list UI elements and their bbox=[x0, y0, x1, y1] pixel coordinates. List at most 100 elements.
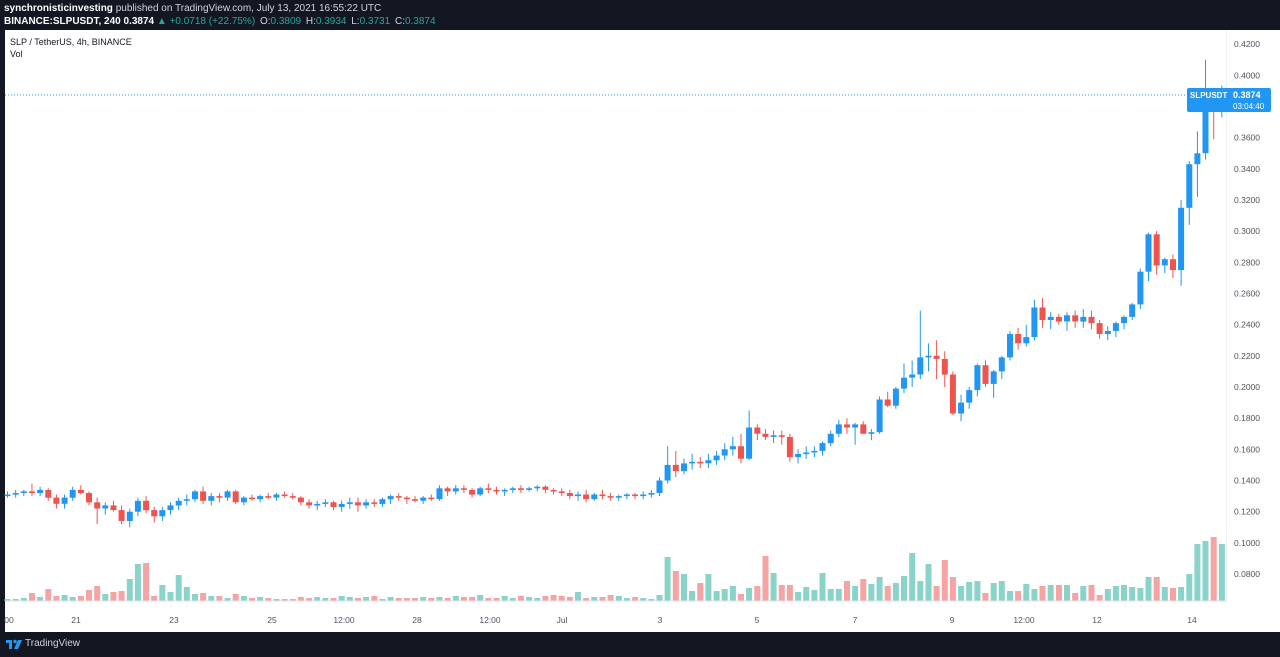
candle bbox=[94, 497, 101, 525]
volume-bar bbox=[126, 579, 133, 601]
candle bbox=[1015, 327, 1022, 350]
candle-body bbox=[1194, 153, 1201, 165]
candle bbox=[143, 496, 150, 514]
candle-body bbox=[289, 496, 296, 498]
volume-bar bbox=[1055, 585, 1062, 601]
candle bbox=[917, 310, 924, 380]
candle bbox=[452, 485, 459, 495]
price-axis[interactable] bbox=[1227, 30, 1280, 632]
candle-body bbox=[29, 491, 35, 493]
candle-body bbox=[689, 461, 696, 464]
chart-legend-title: SLP / TetherUS, 4h, BINANCE bbox=[10, 37, 132, 47]
candle bbox=[1007, 330, 1013, 361]
volume-bar bbox=[265, 598, 272, 601]
price-axis-label: 0.2400 bbox=[1234, 320, 1260, 330]
candle bbox=[762, 429, 769, 440]
volume-bar bbox=[656, 595, 663, 601]
price-axis-label: 0.3200 bbox=[1234, 195, 1260, 205]
volume-bar bbox=[892, 583, 899, 601]
candle bbox=[134, 497, 141, 517]
candle-body bbox=[175, 500, 182, 506]
candle-body bbox=[583, 494, 590, 500]
candle bbox=[1129, 302, 1136, 320]
candlestick-chart[interactable]: 0.44000.42000.40000.38000.36000.34000.32… bbox=[0, 30, 1280, 632]
volume-bar bbox=[672, 571, 679, 601]
candle bbox=[591, 493, 598, 501]
volume-bar bbox=[208, 596, 215, 601]
volume-bar bbox=[868, 584, 875, 601]
time-axis-label: 28 bbox=[412, 615, 422, 625]
candle bbox=[550, 488, 557, 495]
candle bbox=[1170, 254, 1176, 278]
candle-body bbox=[575, 494, 581, 497]
candle bbox=[778, 430, 785, 445]
candle bbox=[542, 485, 549, 493]
volume-bar bbox=[289, 599, 296, 601]
candle bbox=[297, 496, 304, 506]
volume-bar bbox=[257, 597, 264, 601]
candle bbox=[770, 430, 777, 444]
volume-bar bbox=[273, 599, 280, 601]
volume-bar bbox=[110, 592, 117, 601]
volume-bar bbox=[86, 590, 92, 601]
candle-body bbox=[1178, 207, 1185, 271]
footer: TradingView bbox=[0, 632, 1280, 657]
volume-bar bbox=[216, 596, 223, 601]
volume-bar bbox=[69, 597, 76, 601]
price-axis-label: 0.1000 bbox=[1234, 538, 1260, 548]
candle bbox=[672, 450, 679, 478]
candle-body bbox=[648, 493, 655, 495]
candle-body bbox=[1186, 164, 1193, 208]
volume-bar bbox=[941, 560, 948, 601]
volume-bar bbox=[575, 592, 581, 601]
candle bbox=[526, 486, 533, 492]
volume-bar bbox=[412, 598, 418, 601]
candle bbox=[1178, 200, 1185, 286]
candle bbox=[192, 489, 198, 503]
candle bbox=[354, 497, 361, 512]
candle-body bbox=[330, 502, 337, 507]
candle-body bbox=[1153, 234, 1160, 266]
candle bbox=[1153, 231, 1160, 275]
time-axis-label: 21 bbox=[71, 615, 81, 625]
volume-bar bbox=[518, 596, 524, 601]
candle-body bbox=[607, 496, 614, 498]
candle-body bbox=[892, 388, 899, 406]
candle-body bbox=[428, 497, 435, 500]
volume-bar bbox=[4, 599, 11, 601]
volume-bar bbox=[1088, 585, 1095, 601]
candle-body bbox=[1088, 316, 1095, 324]
volume-bar bbox=[1121, 585, 1127, 601]
volume-bar bbox=[925, 564, 932, 601]
volume-bar bbox=[909, 553, 916, 601]
volume-bar bbox=[1153, 577, 1160, 601]
price-tag-symbol: SLPUSDT bbox=[1190, 91, 1227, 100]
candle-body bbox=[477, 488, 484, 495]
candle bbox=[387, 494, 394, 504]
volume-bar bbox=[338, 596, 345, 601]
volume-bar bbox=[1047, 585, 1054, 601]
candle bbox=[477, 486, 484, 497]
volume-bar bbox=[713, 591, 720, 601]
tradingview-brand[interactable]: TradingView bbox=[25, 638, 81, 649]
candle-body bbox=[1104, 330, 1111, 334]
volume-bar bbox=[192, 594, 198, 601]
candle bbox=[232, 489, 239, 504]
candle bbox=[974, 363, 981, 397]
time-axis[interactable] bbox=[5, 602, 1227, 632]
candle bbox=[249, 494, 255, 501]
volume-bar bbox=[982, 593, 989, 601]
candle-body bbox=[257, 496, 264, 500]
candle-body bbox=[143, 500, 150, 511]
candle-body bbox=[1015, 334, 1022, 344]
candle-body bbox=[387, 496, 394, 500]
candle bbox=[966, 387, 973, 409]
volume-bar bbox=[403, 598, 410, 601]
candle bbox=[379, 497, 386, 507]
candle bbox=[705, 454, 712, 468]
volume-bar bbox=[526, 597, 533, 601]
author-name[interactable]: synchronisticinvesting bbox=[4, 3, 113, 14]
candle bbox=[1161, 257, 1168, 274]
volume-bar bbox=[852, 586, 859, 601]
volume-bar bbox=[1023, 584, 1030, 601]
